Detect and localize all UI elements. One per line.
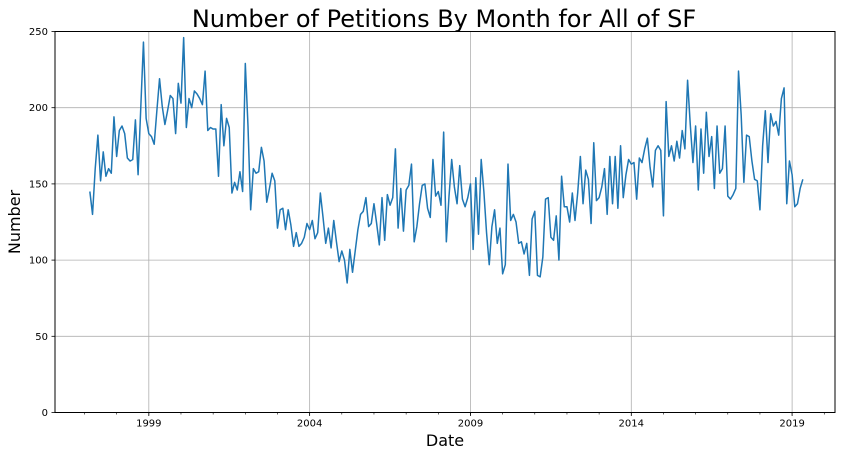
- chart-title: Number of Petitions By Month for All of …: [192, 5, 696, 33]
- y-tick-label: 200: [29, 103, 48, 114]
- y-tick-label: 250: [29, 27, 48, 38]
- x-tick-label: 2009: [458, 419, 483, 430]
- x-axis-label: Date: [426, 431, 464, 450]
- x-tick-label: 1999: [136, 419, 161, 430]
- grid-lines: [55, 31, 835, 413]
- y-axis-label: Number: [5, 189, 24, 254]
- petitions-series-line: [89, 36, 804, 284]
- y-tick-label: 50: [35, 332, 48, 343]
- x-tick-label: 2019: [779, 419, 804, 430]
- y-axis: 0 50 100 150 200 250: [29, 27, 55, 419]
- x-axis: 1999 2004 2009 2014 2019: [84, 412, 825, 430]
- x-tick-label: 2014: [619, 419, 644, 430]
- y-tick-label: 150: [29, 179, 48, 190]
- y-tick-label: 100: [29, 256, 48, 267]
- x-tick-label: 2004: [297, 419, 322, 430]
- plot-area-frame: [54, 31, 836, 413]
- y-tick-label: 0: [42, 408, 48, 419]
